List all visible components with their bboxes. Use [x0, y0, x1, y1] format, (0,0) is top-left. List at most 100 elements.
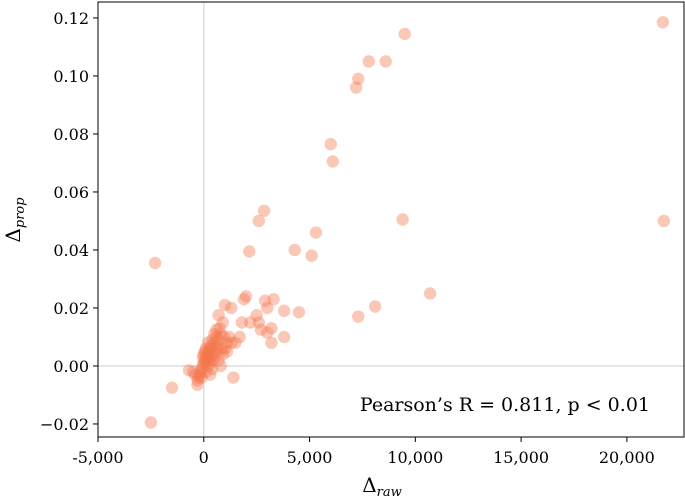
- data-point: [352, 310, 365, 323]
- data-point: [222, 330, 236, 344]
- data-point: [195, 371, 208, 384]
- data-point: [267, 293, 280, 306]
- data-point: [265, 322, 278, 335]
- data-point: [211, 342, 224, 355]
- x-axis-ticks: -5,000 0 5,000 10,000 15,000 20,000: [72, 437, 655, 467]
- data-point: [200, 355, 214, 368]
- data-point: [197, 348, 210, 361]
- data-point: [423, 287, 437, 300]
- data-point: [214, 327, 227, 341]
- y-tick-label: 0.04: [53, 241, 89, 260]
- data-point: [305, 249, 318, 262]
- data-point: [148, 256, 162, 270]
- data-point: [193, 368, 206, 381]
- data-point: [195, 362, 208, 376]
- data-point: [202, 345, 216, 358]
- data-point: [206, 351, 219, 364]
- data-point: [309, 226, 323, 239]
- y-tick-label: 0.12: [53, 9, 89, 28]
- data-point: [229, 336, 242, 349]
- data-point: [165, 381, 179, 394]
- data-point: [210, 339, 223, 352]
- data-point: [212, 309, 225, 322]
- data-point: [189, 368, 202, 381]
- data-point: [252, 214, 265, 228]
- data-point: [210, 348, 223, 361]
- y-axis-label: Δprop: [1, 197, 28, 243]
- data-point: [288, 243, 301, 257]
- data-point: [204, 339, 218, 352]
- data-point: [398, 27, 411, 41]
- data-point: [204, 348, 218, 361]
- data-point: [261, 301, 274, 315]
- data-point: [252, 316, 265, 329]
- x-tick-label: 15,000: [493, 448, 549, 467]
- data-point: [206, 362, 219, 376]
- data-point: [277, 330, 291, 344]
- data-point: [212, 333, 225, 347]
- y-tick-label: 0.08: [53, 125, 89, 144]
- x-tick-label: 10,000: [387, 448, 443, 467]
- data-point: [215, 342, 228, 355]
- data-point: [243, 245, 256, 258]
- data-point: [210, 330, 223, 344]
- data-point: [225, 336, 238, 349]
- data-point: [349, 81, 363, 94]
- data-point: [254, 323, 268, 336]
- x-tick-label: 20,000: [599, 448, 655, 467]
- y-tick-label: 0.02: [53, 299, 89, 318]
- data-point: [220, 336, 234, 349]
- data-point: [206, 333, 219, 347]
- y-tick-label: 0.10: [53, 67, 89, 86]
- axes-frame: [97, 1, 685, 438]
- data-point: [218, 342, 232, 355]
- data-point: [324, 137, 337, 151]
- data-point: [244, 316, 257, 329]
- data-point: [218, 298, 232, 312]
- x-axis-label: Δraw: [362, 473, 402, 496]
- data-point: [182, 364, 196, 377]
- data-point: [208, 336, 221, 349]
- data-point: [326, 155, 340, 168]
- data-point: [257, 204, 271, 217]
- data-point: [201, 336, 215, 349]
- data-point: [379, 55, 392, 68]
- data-point: [208, 327, 221, 341]
- x-tick-label: 5,000: [287, 448, 333, 467]
- x-tick-label: -5,000: [72, 448, 123, 467]
- data-point: [191, 378, 204, 391]
- data-point: [227, 371, 240, 384]
- data-point: [657, 214, 671, 228]
- data-point: [261, 326, 274, 339]
- data-point: [196, 359, 209, 373]
- pearson-annotation: Pearson’s R = 0.811, p < 0.01: [360, 394, 650, 416]
- data-point: [225, 301, 238, 315]
- x-tick-label: 0: [199, 448, 209, 467]
- data-point: [237, 293, 251, 306]
- data-point: [197, 356, 210, 370]
- data-point: [192, 371, 205, 384]
- data-point: [200, 349, 214, 362]
- data-point: [277, 304, 291, 318]
- data-point: [216, 348, 230, 361]
- data-point: [199, 365, 213, 378]
- data-point: [203, 342, 217, 355]
- data-point: [368, 300, 382, 313]
- data-point: [198, 345, 212, 358]
- data-points: [144, 16, 671, 429]
- data-point: [216, 316, 230, 329]
- data-point: [656, 16, 670, 29]
- data-point: [396, 213, 409, 226]
- data-point: [292, 306, 306, 319]
- data-point: [194, 365, 207, 378]
- data-point: [203, 368, 217, 381]
- y-tick-label: −0.02: [40, 415, 89, 434]
- y-tick-label: 0.06: [53, 183, 89, 202]
- y-axis-ticks: −0.02 0.00 0.02 0.04 0.06 0.08 0.10 0.12: [40, 9, 98, 434]
- data-point: [208, 345, 221, 358]
- data-point: [199, 342, 213, 355]
- data-point: [191, 374, 204, 387]
- data-point: [362, 55, 375, 68]
- data-point: [201, 346, 215, 360]
